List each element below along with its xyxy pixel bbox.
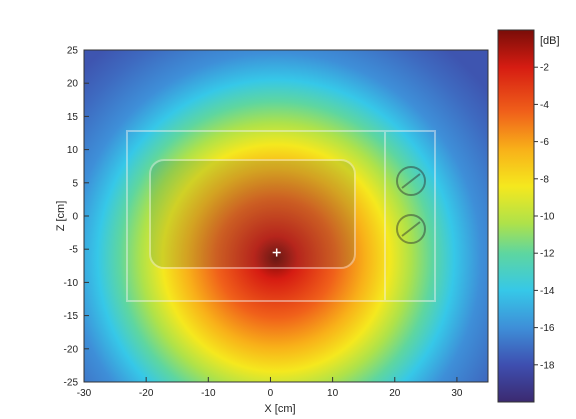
y-axis-ticks: -25 -20 -15 -10 -5 0 5 10 15 20 25 xyxy=(64,46,89,389)
colorbar-gradient xyxy=(497,29,535,403)
y-tick-label: -10 xyxy=(64,278,79,289)
colorbar: [dB] -2 -4 -6 -8 -10 -12 -14 -16 -18 xyxy=(497,29,560,403)
colorbar-tick-label: -12 xyxy=(540,249,555,260)
colorbar-tick-label: -4 xyxy=(540,100,549,111)
colorbar-tick-label: -16 xyxy=(540,323,555,334)
y-tick-label: -20 xyxy=(64,344,79,355)
colorbar-unit-label: [dB] xyxy=(540,35,560,47)
y-tick-label: -5 xyxy=(69,245,78,256)
y-axis-label: Z [cm] xyxy=(55,201,67,232)
colorbar-ticks: -2 -4 -6 -8 -10 -12 -14 -16 -18 xyxy=(534,63,555,371)
source-marker xyxy=(272,248,281,257)
colorbar-tick-label: -6 xyxy=(540,137,549,148)
colorbar-tick-label: -8 xyxy=(540,174,549,185)
x-axis-ticks: -30 -20 -10 0 10 20 30 xyxy=(77,377,463,399)
y-tick-label: 0 xyxy=(72,212,78,223)
y-tick-label: 10 xyxy=(67,145,79,156)
microwave-oven-outline xyxy=(126,130,436,302)
y-tick-label: 25 xyxy=(67,46,79,57)
x-tick-label: -10 xyxy=(201,388,216,399)
y-tick-label: 5 xyxy=(72,178,78,189)
x-tick-label: 10 xyxy=(327,388,339,399)
y-tick-label: 20 xyxy=(67,79,79,90)
colorbar-tick-label: -18 xyxy=(540,360,555,371)
x-axis-label: X [cm] xyxy=(264,403,295,415)
x-tick-label: 30 xyxy=(451,388,463,399)
x-tick-label: -20 xyxy=(139,388,154,399)
colorbar-tick-label: -2 xyxy=(540,63,549,74)
x-tick-label: -30 xyxy=(77,388,92,399)
plot-area: -30 -20 -10 0 10 20 30 -25 -20 -15 -10 -5 0 5 10 15 20 2… xyxy=(64,46,489,399)
colorbar-tick-label: -10 xyxy=(540,212,555,223)
x-tick-label: 20 xyxy=(389,388,401,399)
y-tick-label: 15 xyxy=(67,112,79,123)
colorbar-tick-label: -14 xyxy=(540,286,555,297)
y-tick-label: -25 xyxy=(64,378,79,389)
y-tick-label: -15 xyxy=(64,311,79,322)
x-tick-label: 0 xyxy=(268,388,274,399)
field-map xyxy=(84,50,488,382)
